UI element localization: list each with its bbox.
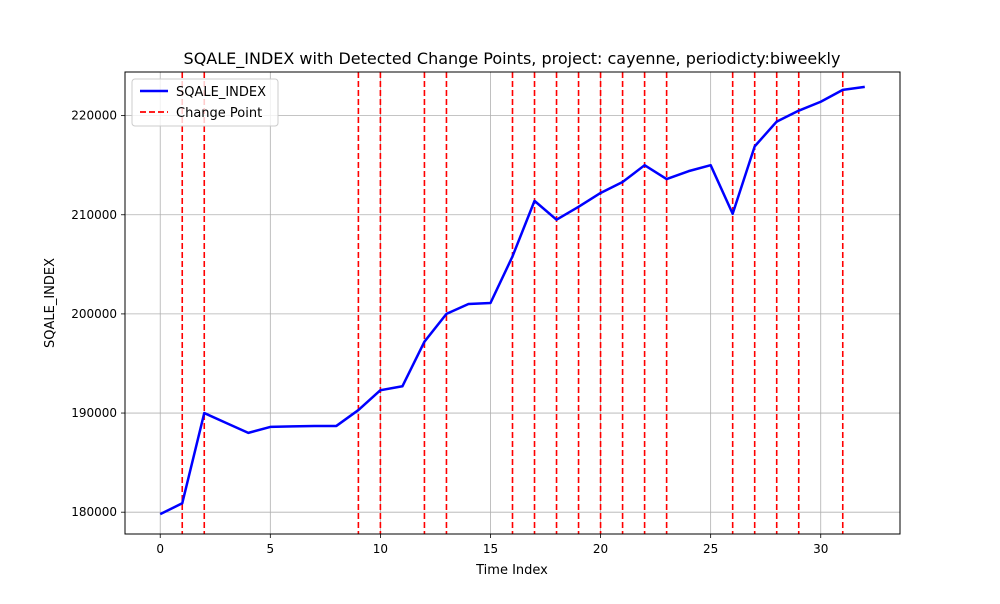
y-tick-label: 210000 [71,208,117,222]
y-tick-label: 180000 [71,505,117,519]
x-tick-label: 25 [703,542,718,556]
x-axis-ticks: 0 5 10 15 20 25 30 [156,534,828,556]
y-tick-label: 190000 [71,406,117,420]
y-tick-label: 200000 [71,307,117,321]
x-tick-label: 10 [373,542,388,556]
legend-label-change-point: Change Point [176,106,262,121]
change-point-lines [181,72,844,534]
legend: SQALE_INDEX Change Point [131,78,279,127]
legend-frame [131,78,279,127]
plot-area-frame [124,71,901,535]
legend-label-sqale-index: SQALE_INDEX [176,85,266,100]
y-tick-label: 220000 [71,109,117,123]
x-tick-label: 5 [266,542,274,556]
y-axis-label: SQALE_INDEX [43,258,58,348]
x-tick-label: 20 [593,542,608,556]
x-tick-label: 0 [156,542,164,556]
series-lines [159,85,865,516]
y-axis-ticks: 180000 190000 200000 210000 220000 [71,109,125,519]
x-tick-label: 30 [813,542,828,556]
x-tick-label: 15 [483,542,498,556]
series-line-sqale-index [159,85,865,516]
x-axis-label: Time Index [475,563,548,578]
chart-title: SQALE_INDEX with Detected Change Points,… [184,49,841,69]
